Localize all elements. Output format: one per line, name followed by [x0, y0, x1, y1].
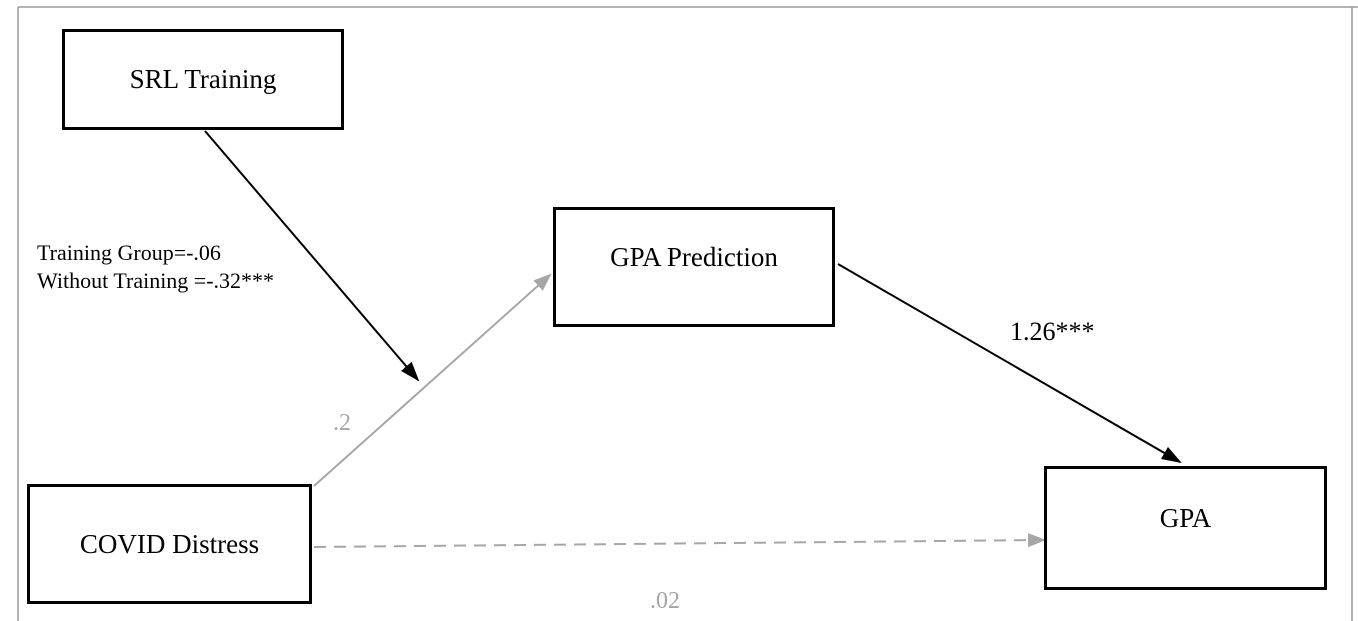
- node-covid-distress: COVID Distress: [27, 484, 312, 604]
- label-covid-to-gpa: .02: [650, 588, 680, 614]
- node-gpa: GPA: [1044, 466, 1327, 590]
- label-prediction-to-gpa: 1.26***: [1010, 317, 1095, 346]
- arrow-srl-to-path: [204, 130, 420, 382]
- arrow-covid-to-prediction: [313, 273, 552, 487]
- arrow-covid-to-gpa: [313, 533, 1046, 548]
- arrow-prediction-to-gpa: [837, 263, 1182, 464]
- label-moderation-without: Without Training =-.32***: [37, 268, 275, 293]
- node-srl-training-label: SRL Training: [129, 64, 277, 94]
- node-covid-distress-label: COVID Distress: [79, 528, 260, 559]
- label-covid-to-prediction: .2: [333, 410, 351, 436]
- node-gpa-label: GPA: [1159, 503, 1212, 533]
- label-moderation-training: Training Group=-.06: [37, 240, 221, 265]
- node-gpa-prediction: GPA Prediction: [553, 207, 835, 327]
- node-srl-training: SRL Training: [62, 29, 344, 130]
- node-gpa-prediction-label: GPA Prediction: [610, 242, 778, 272]
